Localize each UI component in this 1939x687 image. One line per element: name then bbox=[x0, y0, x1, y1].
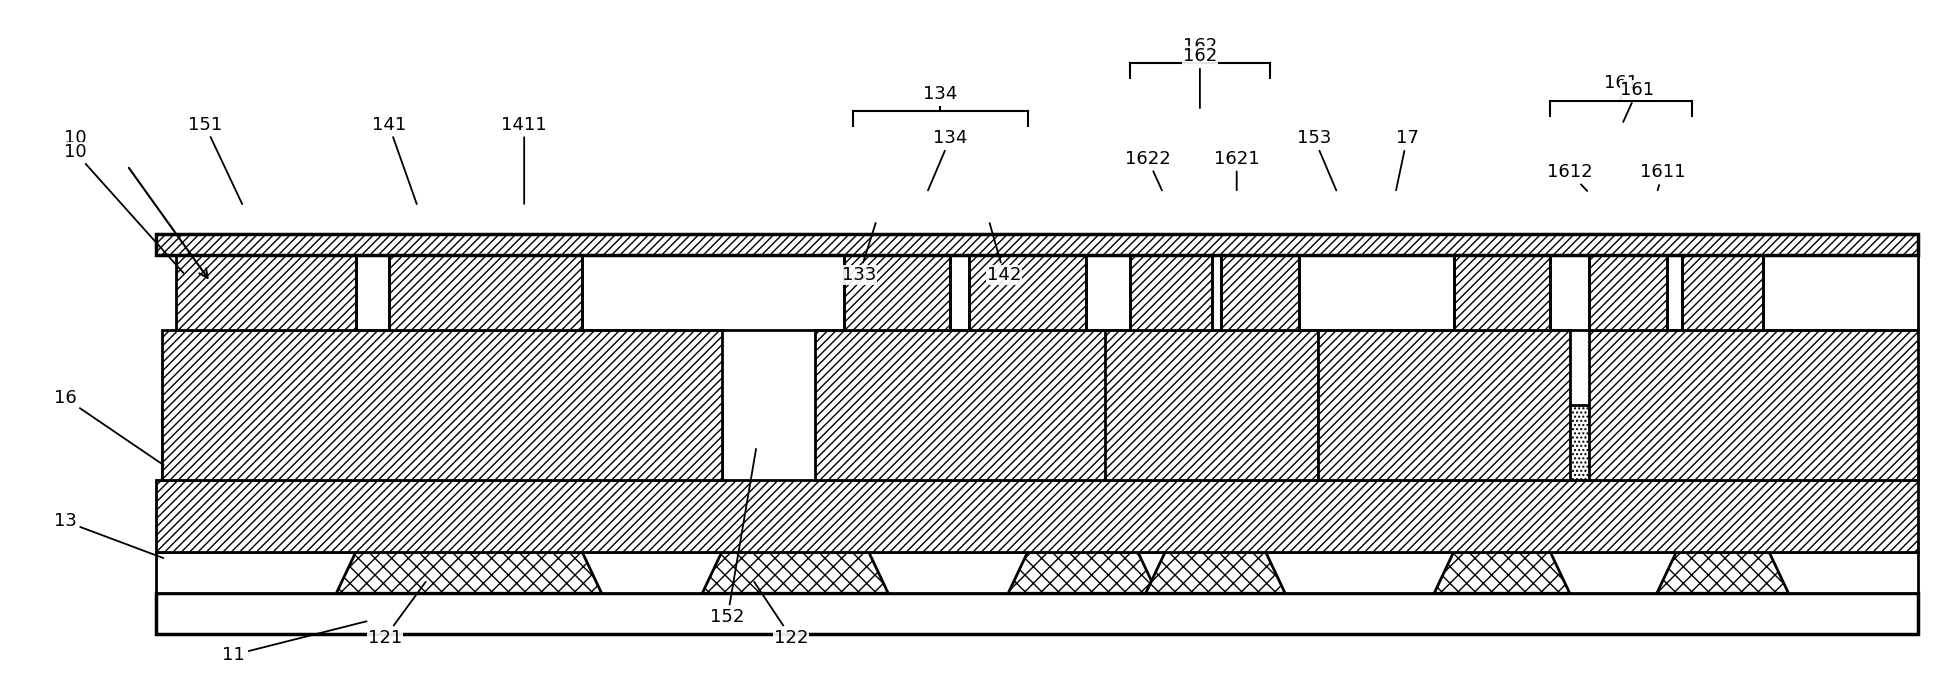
Text: 10: 10 bbox=[64, 143, 184, 273]
Text: 161: 161 bbox=[1621, 81, 1654, 122]
Polygon shape bbox=[335, 552, 601, 594]
Bar bbox=[157, 234, 1918, 255]
Text: 134: 134 bbox=[923, 85, 958, 102]
Text: 151: 151 bbox=[188, 115, 242, 204]
Bar bbox=[163, 405, 355, 480]
Bar bbox=[1266, 405, 1454, 480]
Bar bbox=[1681, 255, 1763, 330]
Bar bbox=[157, 480, 1918, 552]
Text: 162: 162 bbox=[1183, 47, 1218, 108]
Bar bbox=[814, 330, 1163, 480]
Polygon shape bbox=[1008, 552, 1158, 594]
Bar bbox=[1590, 330, 1918, 480]
Text: 17: 17 bbox=[1396, 129, 1419, 190]
Polygon shape bbox=[1656, 552, 1788, 594]
Bar bbox=[1130, 255, 1212, 330]
Text: 1611: 1611 bbox=[1640, 164, 1685, 190]
Bar bbox=[157, 552, 1918, 594]
Polygon shape bbox=[1146, 552, 1286, 594]
Text: 1411: 1411 bbox=[502, 115, 547, 204]
Text: 161: 161 bbox=[1604, 74, 1638, 92]
Text: 13: 13 bbox=[54, 513, 163, 558]
Polygon shape bbox=[702, 552, 888, 594]
Bar bbox=[1138, 405, 1165, 480]
Bar bbox=[163, 330, 721, 480]
Bar bbox=[1551, 405, 1675, 480]
Bar bbox=[157, 594, 1918, 634]
Text: 10: 10 bbox=[64, 129, 85, 147]
Bar bbox=[582, 405, 721, 480]
Text: 152: 152 bbox=[710, 449, 756, 626]
Bar bbox=[1222, 255, 1299, 330]
Bar bbox=[1105, 330, 1319, 480]
Bar bbox=[388, 255, 582, 330]
Bar bbox=[970, 255, 1086, 330]
Text: 1621: 1621 bbox=[1214, 150, 1260, 190]
Text: 153: 153 bbox=[1297, 129, 1336, 190]
Bar bbox=[843, 255, 950, 330]
Text: 16: 16 bbox=[54, 390, 163, 465]
Text: 141: 141 bbox=[372, 115, 417, 204]
Text: 1612: 1612 bbox=[1547, 164, 1592, 191]
Bar bbox=[869, 405, 1028, 480]
Text: 122: 122 bbox=[754, 582, 809, 646]
Text: 142: 142 bbox=[987, 223, 1022, 284]
Text: 11: 11 bbox=[223, 621, 366, 664]
Bar bbox=[176, 255, 355, 330]
Bar bbox=[1768, 405, 1918, 480]
Text: 121: 121 bbox=[368, 582, 427, 646]
Bar bbox=[1319, 330, 1571, 480]
Text: 1622: 1622 bbox=[1125, 150, 1171, 190]
Text: 133: 133 bbox=[842, 223, 876, 284]
Bar bbox=[1590, 255, 1666, 330]
Polygon shape bbox=[1435, 552, 1571, 594]
Bar bbox=[1454, 255, 1551, 330]
Text: 162: 162 bbox=[1183, 37, 1218, 55]
Text: 134: 134 bbox=[929, 129, 968, 190]
